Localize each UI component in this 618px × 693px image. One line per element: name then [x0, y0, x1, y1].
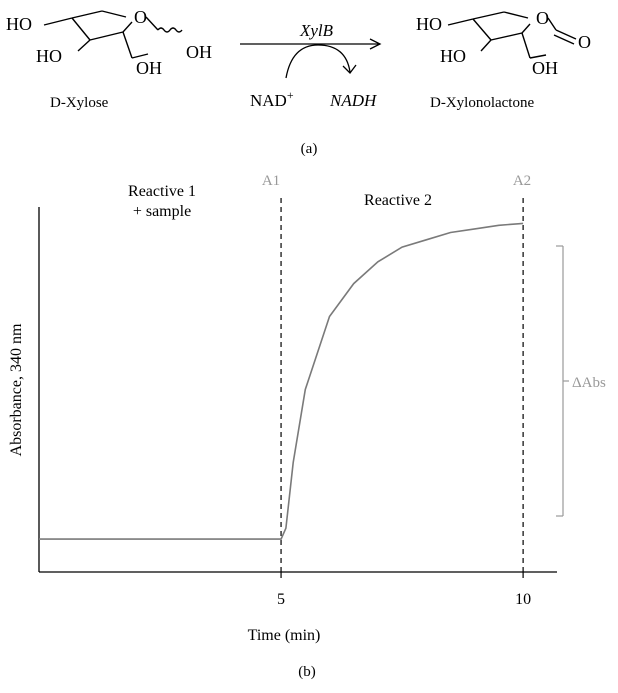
xylose-bond-c5-o: [101, 10, 127, 18]
lactone-ho-left: HO: [440, 46, 466, 66]
lactone-bond-c3-c2: [490, 32, 523, 41]
lactone-bond-c5-o: [503, 11, 529, 19]
x-axis-label: Time (min): [248, 627, 321, 644]
xylonolactone-name: D-Xylonolactone: [430, 95, 534, 111]
lactone-bond-c4-c5: [472, 11, 505, 20]
xylose-bond-ho-left: [77, 39, 91, 52]
delta-abs-label: ΔAbs: [572, 375, 606, 391]
lactone-carbonyl-1: [555, 29, 577, 40]
reaction-arrow: [240, 38, 382, 79]
phase1-label-line2: + sample: [133, 203, 191, 220]
lactone-bond-ho-top: [447, 18, 474, 26]
absorbance-curve: [39, 222, 524, 540]
cofactor-arrow-head: [342, 64, 357, 74]
xylose-ring-o: O: [134, 7, 147, 27]
xylose-bond-c4-c3: [71, 17, 91, 41]
xylose-bond-oh-bottom: [131, 53, 149, 59]
lactone-bond-c2: [521, 32, 531, 59]
cofactor-curved-arrow: [285, 44, 351, 79]
panel-a-caption: (a): [301, 141, 318, 157]
lactone-bond-oh-bottom: [529, 54, 547, 59]
lactone-bond-ho-left: [480, 39, 492, 52]
xylose-bond-c4-c5: [71, 10, 103, 19]
xylose-bond-c2: [122, 31, 133, 59]
cofactor-out-label: NADH: [329, 91, 378, 110]
xylose-ho-left: HO: [36, 46, 62, 66]
x-ticks: 5 10: [277, 572, 531, 608]
reaction-arrow-head: [369, 38, 382, 50]
lactone-bond-c4-c3: [472, 18, 492, 41]
lactone-carbonyl-o: O: [578, 32, 591, 52]
delta-abs-bracket: [556, 245, 569, 517]
cofactor-in-label: NAD+: [250, 88, 294, 110]
xylose-oh-bottom: OH: [136, 58, 162, 78]
a2-label: A2: [513, 173, 531, 189]
phase2-label: Reactive 2: [364, 192, 432, 209]
lactone-oh-bottom: OH: [532, 58, 558, 78]
lactone-bond-c2-c1: [521, 23, 531, 34]
lactone-ring-o: O: [536, 8, 549, 28]
x-tick-label: 5: [277, 591, 285, 608]
panel-b-caption: (b): [298, 664, 316, 680]
x-tick-label: 10: [515, 591, 531, 608]
xylose-oh-anomeric: OH: [186, 42, 212, 62]
phase1-label-line1: Reactive 1: [128, 183, 196, 200]
xylose-structure: [43, 10, 183, 59]
enzyme-label: XylB: [299, 21, 334, 40]
xylose-wavy-bond: [157, 27, 183, 33]
xylose-ho-top: HO: [6, 14, 32, 34]
panel-b-chart: 5 10 Reactive 1 + sample Reactive 2 A1 A2…: [8, 173, 606, 680]
y-axis-label: Absorbance, 340 nm: [8, 323, 25, 456]
xylonolactone-structure: [447, 11, 577, 59]
lactone-carbonyl-2: [553, 34, 575, 45]
panel-a-reaction: HO O OH HO OH D-Xylose XylB NAD+ NADH: [6, 7, 591, 157]
lactone-bond-o-c1: [547, 17, 557, 31]
xylose-bond-ho-top: [43, 17, 73, 26]
xylose-bond-c2-c1: [122, 21, 133, 33]
xylose-bond-c3-c2: [89, 31, 124, 41]
xylose-name: D-Xylose: [50, 95, 109, 111]
xylose-bond-o-c1: [145, 16, 159, 31]
lactone-ho-top: HO: [416, 14, 442, 34]
a1-label: A1: [262, 173, 280, 189]
